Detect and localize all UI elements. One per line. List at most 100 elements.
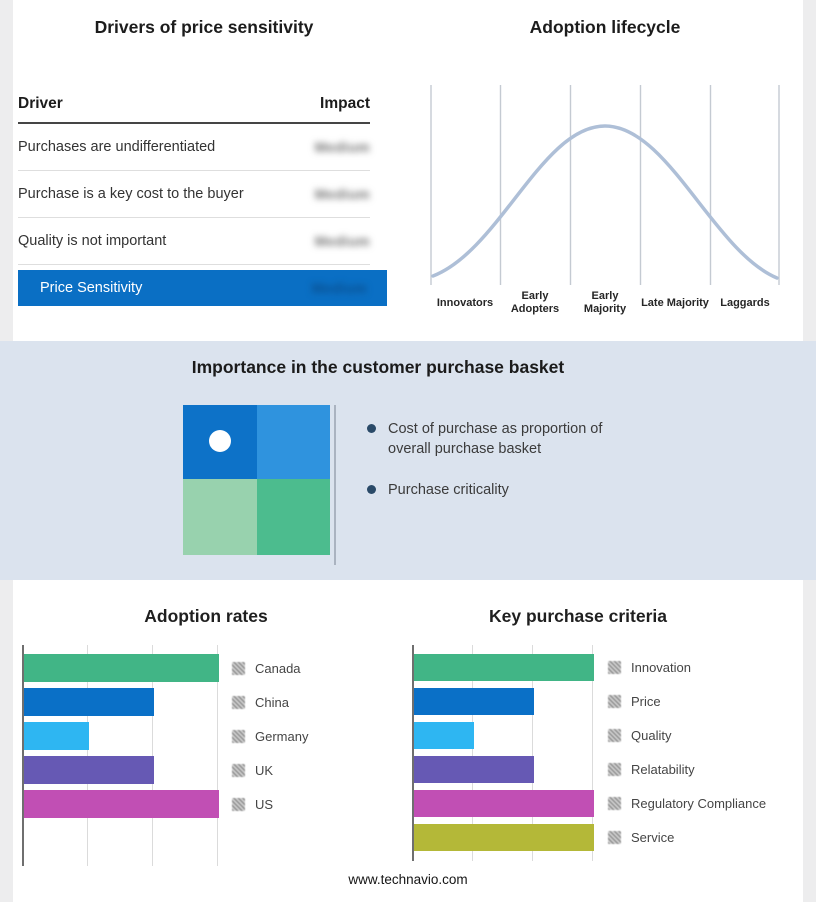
adoption-rates-title: Adoption rates — [144, 606, 268, 626]
table-row: Purchase is a key cost to the buyer Medi… — [18, 171, 370, 218]
legend-item: Service — [608, 824, 766, 851]
bottom-section-background — [13, 580, 803, 902]
impact-cell-blurred: Medium — [314, 233, 370, 249]
table-row: Quality is not important Medium — [18, 218, 370, 265]
bar-uk — [24, 756, 154, 784]
bar-canada — [24, 654, 219, 682]
legend-item: Regulatory Compliance — [608, 790, 766, 817]
bar-china — [24, 688, 154, 716]
bullet-item: Cost of purchase as proportion of overal… — [367, 419, 639, 459]
bar-germany — [24, 722, 89, 750]
stage-label: Laggards — [720, 296, 770, 309]
key-purchase-criteria-title: Key purchase criteria — [488, 606, 667, 626]
legend-label: Quality — [631, 728, 672, 743]
bullet-text: Cost of purchase as proportion of overal… — [388, 421, 603, 457]
legend-swatch-hatch — [608, 729, 621, 742]
lifecycle-stage-labels: Innovators Early Adopters Early Majority… — [430, 286, 780, 320]
column-header-impact: Impact — [320, 95, 370, 112]
legend-label: Canada — [255, 660, 301, 676]
quadrant-top-left — [183, 405, 257, 479]
drivers-table-header: Driver Impact — [18, 95, 370, 124]
quadrant-axis-line — [334, 405, 336, 565]
legend-label: UK — [255, 762, 274, 778]
bar-row — [414, 688, 594, 715]
legend-label: Service — [631, 830, 675, 845]
bar-relatability — [414, 756, 534, 783]
legend-item: Germany — [232, 722, 308, 750]
legend-swatch-hatch — [232, 729, 245, 743]
bar-row — [24, 756, 219, 784]
legend-swatch-hatch — [232, 695, 245, 709]
legend-label: Price — [631, 694, 661, 709]
quadrant-bottom-right — [257, 479, 330, 555]
bar-row — [24, 654, 219, 682]
y-axis-line — [412, 645, 414, 861]
bar-row — [414, 722, 594, 749]
lifecycle-chart — [430, 85, 780, 285]
stage-label: Innovators — [436, 296, 494, 309]
bar-innovation — [414, 654, 594, 681]
adoption-rates-legend: Canada China Germany UK US — [232, 654, 308, 824]
purchase-basket-quadrant — [183, 405, 330, 555]
bar-row — [24, 790, 219, 818]
bar-row — [414, 654, 594, 681]
gridline — [592, 645, 593, 861]
bullet-icon — [367, 485, 376, 494]
gridline — [152, 645, 153, 866]
legend-item: Relatability — [608, 756, 766, 783]
gridline — [532, 645, 533, 861]
legend-item: China — [232, 688, 308, 716]
drivers-table: Purchases are undifferentiated Medium Pu… — [18, 124, 370, 265]
legend-item: UK — [232, 756, 308, 784]
stage-label: Early Adopters — [510, 290, 560, 315]
y-axis-line — [22, 645, 24, 866]
adoption-rates-chart — [22, 645, 222, 866]
price-sensitivity-banner: Price Sensitivity Medium — [18, 270, 387, 306]
legend-item: Price — [608, 688, 766, 715]
bullet-item: Purchase criticality — [367, 480, 639, 500]
bar-row — [414, 790, 594, 817]
impact-cell-blurred: Medium — [314, 139, 370, 155]
legend-label: China — [255, 694, 289, 710]
bullet-text: Purchase criticality — [388, 482, 509, 498]
stage-label: Late Majority — [641, 296, 709, 309]
drivers-panel-title: Drivers of price sensitivity — [94, 17, 314, 37]
legend-item: Canada — [232, 654, 308, 682]
bar-row — [414, 824, 594, 851]
bar-us — [24, 790, 219, 818]
purchase-basket-title: Importance in the customer purchase bask… — [191, 357, 565, 377]
legend-label: Regulatory Compliance — [631, 796, 767, 811]
bar-group — [414, 654, 594, 858]
bar-row — [414, 756, 594, 783]
middle-band-background — [0, 341, 816, 580]
legend-swatch-hatch — [232, 661, 245, 675]
technavio-footer-url: www.technavio.com — [348, 872, 468, 887]
legend-swatch-hatch — [608, 797, 621, 810]
column-header-driver: Driver — [18, 95, 63, 112]
impact-cell-blurred: Medium — [314, 186, 370, 202]
legend-swatch-hatch — [608, 695, 621, 708]
legend-swatch-hatch — [232, 763, 245, 777]
bar-price — [414, 688, 534, 715]
price-sensitivity-label: Price Sensitivity — [40, 280, 143, 296]
legend-swatch-hatch — [608, 831, 621, 844]
legend-item: Quality — [608, 722, 766, 749]
key-purchase-criteria-legend: Innovation Price Quality Relatability Re… — [608, 654, 766, 858]
key-purchase-criteria-chart — [412, 645, 597, 861]
legend-item: Innovation — [608, 654, 766, 681]
legend-label: US — [255, 796, 274, 812]
gridline — [217, 645, 218, 866]
legend-swatch-hatch — [608, 763, 621, 776]
bullet-icon — [367, 424, 376, 433]
driver-cell: Purchases are undifferentiated — [18, 139, 216, 155]
bar-quality — [414, 722, 474, 749]
quadrant-bottom-left — [183, 479, 257, 555]
bar-row — [24, 688, 219, 716]
lifecycle-curve — [431, 124, 779, 280]
bar-group — [24, 654, 219, 824]
legend-label: Germany — [255, 728, 309, 744]
position-marker-dot — [209, 430, 231, 452]
driver-cell: Purchase is a key cost to the buyer — [18, 186, 244, 202]
driver-cell: Quality is not important — [18, 233, 167, 249]
legend-label: Innovation — [631, 660, 691, 675]
